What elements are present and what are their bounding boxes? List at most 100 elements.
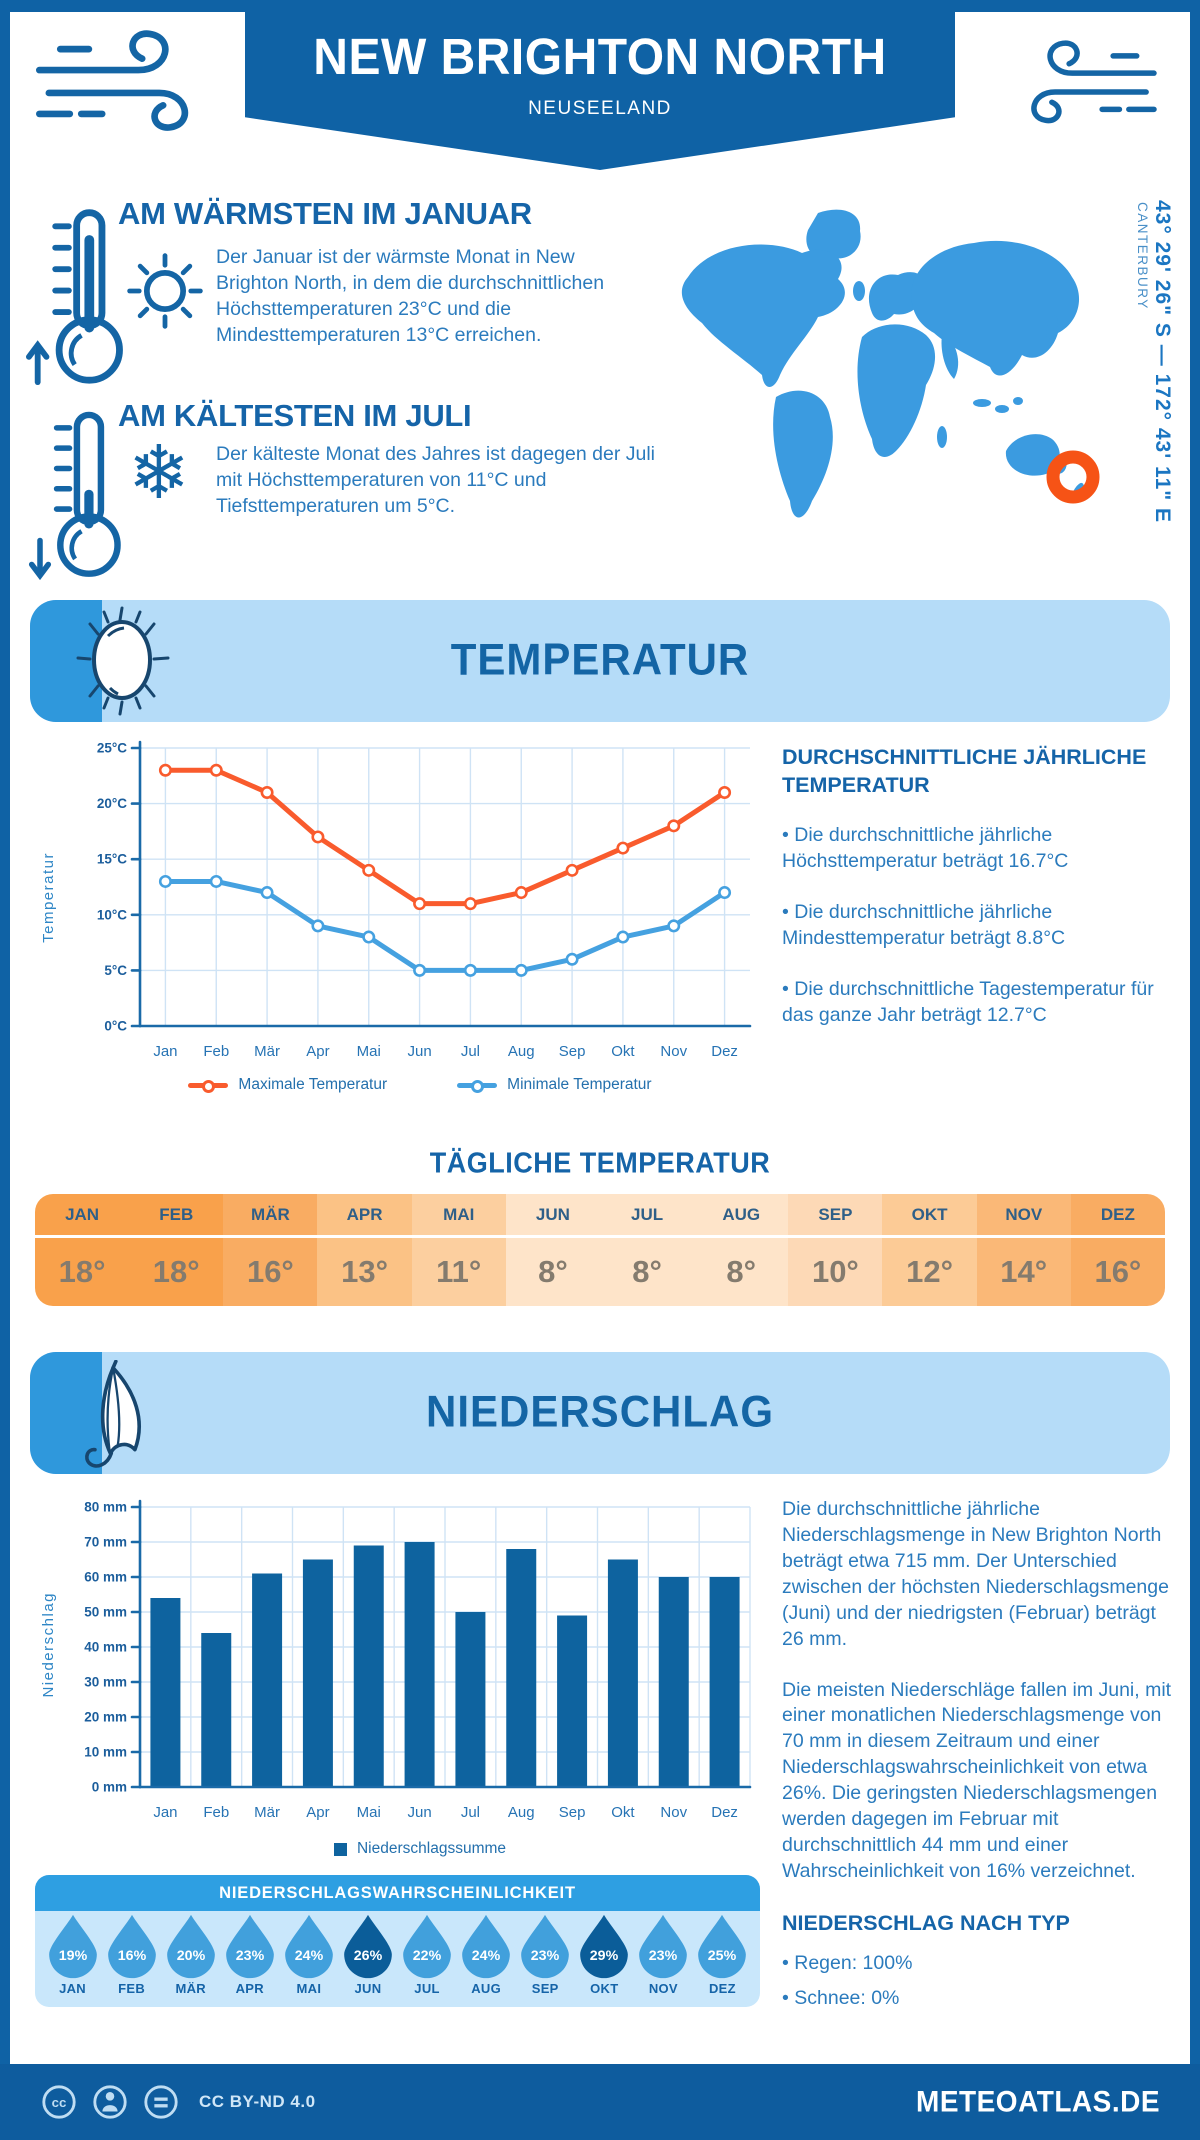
rain-drop: 23% APR (220, 1914, 279, 1996)
bar-swatch (333, 1842, 347, 1856)
rain-drop: 23% SEP (516, 1914, 575, 1996)
month-header-cell: FEB (129, 1194, 224, 1238)
drop-percentage: 22% (413, 1948, 442, 1964)
rain-drop: 24% MAI (279, 1914, 338, 1996)
daily-temp-table: JAN FEB MÄR APR MAI JUN JUL AUG SEP OKT NOV DEZ 18° 1… (35, 1194, 1165, 1306)
temp-value-cell: 18° (35, 1238, 130, 1306)
sun-band-icon (60, 606, 190, 721)
svg-text:80 mm: 80 mm (84, 1500, 127, 1515)
svg-text:5°C: 5°C (104, 963, 127, 978)
annual-temp-title: DURCHSCHNITTLICHE JÄHRLICHE TEMPERATUR (782, 745, 1147, 797)
drop-month-label: JUN (354, 1981, 382, 1996)
month-header-cell: JUN (505, 1194, 600, 1238)
month-header-cell: MÄR (223, 1194, 318, 1238)
temp-value-cell: 18° (129, 1238, 224, 1306)
month-header-cell: APR (317, 1194, 412, 1238)
svg-text:50 mm: 50 mm (84, 1605, 127, 1620)
temp-value-cell: 13° (317, 1238, 412, 1306)
svg-text:Nov: Nov (660, 1804, 687, 1821)
svg-text:Nov: Nov (660, 1043, 687, 1060)
drop-percentage: 20% (176, 1948, 205, 1964)
drop-month-label: JAN (59, 1981, 86, 1996)
drop-percentage: 26% (354, 1948, 383, 1964)
drop-month-label: MAI (296, 1981, 322, 1996)
drop-percentage: 25% (708, 1948, 737, 1964)
svg-text:Apr: Apr (306, 1043, 329, 1060)
footer: cc CC BY-ND 4.0 METEOATLAS.DE (0, 2064, 1200, 2140)
precip-paragraph: Die durchschnittliche jährliche Niedersc… (782, 1498, 1169, 1650)
svg-text:Jul: Jul (461, 1804, 480, 1821)
precip-type-item: • Schnee: 0% (782, 1987, 900, 2010)
cc-icon: cc (42, 2085, 76, 2119)
drop-month-label: APR (235, 1981, 264, 1996)
month-header-cell: JUL (599, 1194, 695, 1238)
precip-paragraph: Die meisten Niederschläge fallen im Juni… (782, 1678, 1172, 1882)
legend-item-max: Maximale Temperatur (188, 1076, 387, 1094)
svg-text:70 mm: 70 mm (84, 1535, 127, 1550)
svg-text:Mai: Mai (357, 1804, 381, 1821)
svg-text:Mai: Mai (357, 1043, 381, 1060)
drop-percentage: 19% (58, 1948, 87, 1964)
drop-percentage: 29% (590, 1948, 619, 1964)
rain-drop: 22% JUL (397, 1914, 456, 1996)
license-text: CC BY-ND 4.0 (199, 2092, 316, 2111)
min-line-swatch (457, 1079, 498, 1093)
svg-text:Sep: Sep (559, 1043, 586, 1060)
precip-y-axis-label: Niederschlag (40, 1592, 57, 1698)
rain-drop: 29% OKT (575, 1914, 634, 1996)
svg-text:Aug: Aug (508, 1043, 535, 1060)
svg-text:cc: cc (52, 2095, 67, 2110)
temperature-chart-legend: Maximale Temperatur Minimale Temperatur (75, 1076, 765, 1094)
map-region: CANTERBURY (1135, 202, 1150, 310)
drop-month-label: NOV (648, 1981, 678, 1996)
rain-drop: 25% DEZ (693, 1914, 752, 1996)
svg-text:Jan: Jan (153, 1043, 177, 1060)
svg-text:0 mm: 0 mm (92, 1780, 127, 1795)
band-accent-strip (30, 600, 102, 722)
cc-person-icon (93, 2085, 127, 2119)
precipitation-chart: 0 mm 10 mm 20 mm 30 mm 40 mm 50 mm 60 mm 70 mm 8… (75, 1492, 765, 1837)
svg-text:Aug: Aug (508, 1804, 535, 1821)
temp-value-cell: 16° (1070, 1238, 1165, 1306)
svg-text:Okt: Okt (611, 1804, 635, 1821)
precipitation-section-band: NIEDERSCHLAG (30, 1352, 1170, 1474)
legend-label-precip: Niederschlagssumme (356, 1840, 507, 1857)
rain-drop: 19% JAN (43, 1914, 102, 1996)
precip-type-item: • Regen: 100% (782, 1952, 913, 1975)
precip-type-title: NIEDERSCHLAG NACH TYP (782, 1910, 1070, 1935)
svg-text:Feb: Feb (203, 1043, 229, 1060)
site-link[interactable]: METEOATLAS.DE (916, 2085, 1160, 2118)
map-coordinates: 43° 29' 26" S — 172° 43' 11" E (1151, 200, 1174, 524)
band-accent-strip (30, 1352, 102, 1474)
map-marker (1046, 450, 1100, 504)
left-border (0, 0, 10, 2140)
svg-text:Dez: Dez (711, 1804, 738, 1821)
max-line-swatch (188, 1079, 229, 1093)
drop-month-label: DEZ (708, 1981, 736, 1996)
cold-section-title: AM KÄLTESTEN IM JULI (118, 398, 472, 433)
title-banner: NEW BRIGHTON NORTH NEUSEELAND (245, 0, 955, 170)
thermometer-warm-icon (26, 198, 138, 395)
temperature-chart: 0°C 5°C 10°C 15°C 20°C 25°C Jan Feb Mär Apr Mai Jun… (75, 736, 765, 1076)
svg-text:20 mm: 20 mm (84, 1710, 127, 1725)
svg-text:Apr: Apr (306, 1804, 329, 1821)
map-continents (681, 209, 1084, 518)
legend-label-min: Minimale Temperatur (507, 1076, 652, 1093)
right-border (1190, 0, 1200, 2140)
map-location-label: 43° 29' 26" S — 172° 43' 11" E CANTERBUR… (1135, 200, 1174, 523)
cold-section-text: Der kälteste Monat des Jahres ist dagege… (216, 443, 655, 518)
license-link[interactable]: cc CC BY-ND 4.0 (40, 2083, 316, 2121)
precipitation-text-panel: Die durchschnittliche jährliche Niedersc… (782, 1497, 1180, 2021)
page-title: NEW BRIGHTON NORTH (313, 29, 887, 86)
daily-temp-title: TÄGLICHE TEMPERATUR (429, 1147, 771, 1179)
wind-icon (26, 22, 226, 147)
svg-text:Jun: Jun (407, 1804, 431, 1821)
drop-month-label: MÄR (175, 1981, 206, 1996)
drop-percentage: 23% (531, 1948, 560, 1964)
sun-icon (122, 248, 208, 339)
temperature-section-band: TEMPERATUR (30, 600, 1170, 722)
temp-value-cell: 12° (882, 1238, 977, 1306)
month-header-cell: DEZ (1070, 1194, 1165, 1238)
temp-y-axis-label: Temperatur (40, 852, 57, 943)
